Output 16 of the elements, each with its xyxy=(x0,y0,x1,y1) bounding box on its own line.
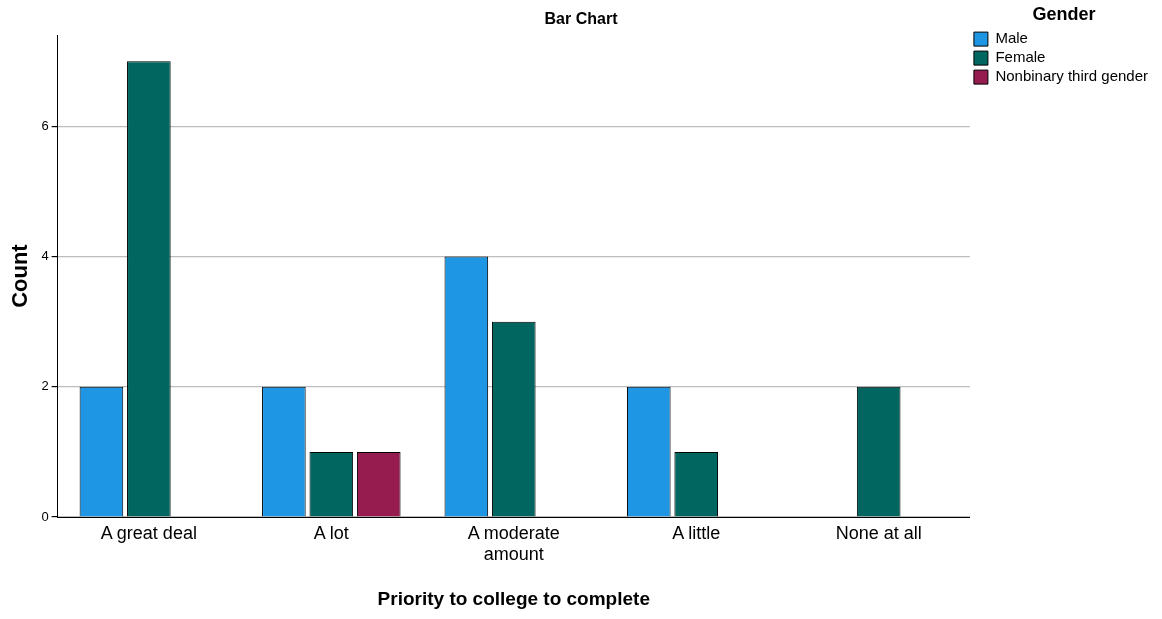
y-axis-title: Count xyxy=(7,243,33,308)
x-tick-label: A moderate amount xyxy=(467,522,560,565)
y-tick-label: 6 xyxy=(41,117,49,133)
chart-title: Bar Chart xyxy=(544,10,619,28)
x-axis-title: Priority to college to complete xyxy=(377,587,650,609)
x-tick-label: A great deal xyxy=(100,522,197,543)
y-tick-label: 2 xyxy=(41,378,49,394)
legend-label: Female xyxy=(995,48,1046,66)
x-tick-label: None at all xyxy=(835,522,922,543)
legend-title: Gender xyxy=(1032,3,1096,24)
x-tick-label: A lot xyxy=(313,522,349,543)
y-tick-label: 4 xyxy=(41,248,49,264)
x-tick-label: A little xyxy=(672,522,721,543)
legend-label: Male xyxy=(995,29,1028,47)
y-tick-label: 0 xyxy=(41,508,49,524)
legend-label: Nonbinary third gender xyxy=(995,67,1148,85)
